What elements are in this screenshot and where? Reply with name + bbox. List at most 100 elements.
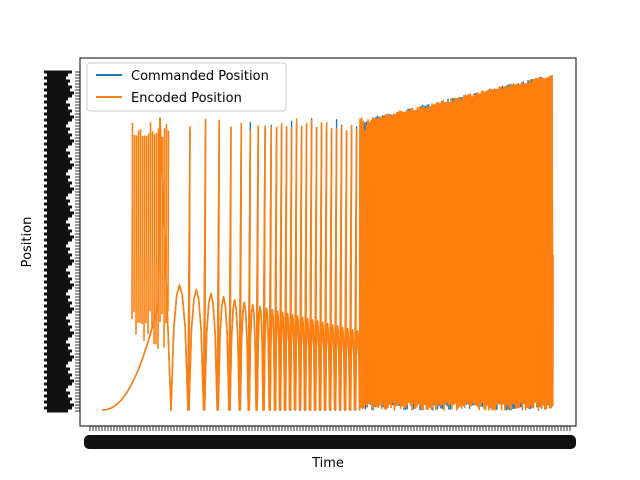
y-tick-label bbox=[47, 151, 70, 155]
y-tick-label bbox=[47, 139, 74, 143]
y-tick-label bbox=[47, 247, 70, 251]
y-tick-label bbox=[47, 253, 72, 257]
y-tick-label bbox=[47, 283, 74, 287]
legend-label-commanded: Commanded Position bbox=[131, 69, 269, 84]
y-tick-label bbox=[44, 178, 68, 182]
y-tick-label bbox=[44, 76, 66, 80]
legend-label-encoded: Encoded Position bbox=[131, 91, 242, 106]
y-tick-label bbox=[44, 280, 70, 284]
y-tick-label bbox=[44, 220, 66, 224]
plot-frame bbox=[79, 57, 577, 427]
y-tick-label bbox=[44, 94, 72, 98]
y-tick-label bbox=[47, 205, 72, 209]
y-tick-label bbox=[44, 406, 72, 410]
y-tick-label bbox=[47, 403, 74, 407]
y-tick-label bbox=[44, 202, 68, 206]
y-tick-label bbox=[44, 250, 68, 254]
y-tick-label bbox=[47, 385, 68, 389]
y-tick-label bbox=[44, 316, 66, 320]
y-tick-label bbox=[47, 79, 70, 83]
y-axis-ticks bbox=[44, 70, 80, 413]
y-tick-label bbox=[44, 298, 68, 302]
y-tick-label bbox=[47, 241, 68, 245]
y-tick-label bbox=[47, 277, 72, 281]
y-tick-label bbox=[47, 127, 70, 131]
series-line-encoded bbox=[101, 74, 554, 411]
y-tick-label bbox=[47, 331, 74, 335]
y-tick-label bbox=[47, 97, 68, 101]
y-tick-label bbox=[47, 397, 72, 401]
y-tick-label bbox=[47, 91, 74, 95]
y-tick-label bbox=[47, 289, 68, 293]
y-tick-label bbox=[44, 388, 66, 392]
y-tick-label bbox=[47, 181, 72, 185]
y-tick-label bbox=[44, 232, 70, 236]
y-tick-label bbox=[44, 286, 72, 290]
x-axis-ticks bbox=[84, 426, 576, 449]
y-tick-label bbox=[47, 337, 68, 341]
y-tick-label bbox=[44, 166, 72, 170]
y-tick-label bbox=[44, 184, 70, 188]
y-tick-label bbox=[44, 190, 72, 194]
y-tick-label bbox=[44, 130, 68, 134]
y-tick-label bbox=[47, 349, 72, 353]
y-tick-label bbox=[44, 172, 66, 176]
y-tick-label bbox=[47, 235, 74, 239]
y-tick-label bbox=[47, 199, 70, 203]
y-tick-label bbox=[47, 301, 72, 305]
y-tick-label bbox=[44, 106, 68, 110]
y-tick-label bbox=[47, 409, 68, 413]
y-tick-label bbox=[47, 355, 74, 359]
y-tick-label bbox=[44, 112, 70, 116]
y-tick-label bbox=[44, 82, 68, 86]
y-tick-label bbox=[47, 295, 70, 299]
y-tick-label bbox=[44, 310, 72, 314]
y-tick-label bbox=[44, 346, 68, 350]
y-tick-label bbox=[44, 370, 68, 374]
y-tick-label bbox=[47, 319, 70, 323]
y-tick-label bbox=[47, 157, 72, 161]
y-tick-label bbox=[44, 244, 66, 248]
y-tick-label bbox=[44, 118, 72, 122]
y-tick-label bbox=[44, 100, 66, 104]
y-tick-label bbox=[44, 274, 68, 278]
y-tick-label bbox=[44, 214, 72, 218]
x-axis-label: Time bbox=[311, 456, 344, 471]
y-tick-label bbox=[44, 328, 70, 332]
y-tick-label bbox=[47, 313, 68, 317]
x-tick-labels bbox=[84, 435, 576, 449]
y-tick-label bbox=[47, 265, 68, 269]
y-tick-label bbox=[47, 163, 74, 167]
y-tick-label bbox=[47, 391, 70, 395]
y-tick-label bbox=[47, 271, 70, 275]
y-tick-label bbox=[47, 175, 70, 179]
y-tick-label bbox=[47, 211, 74, 215]
y-tick-label bbox=[47, 193, 68, 197]
y-tick-label bbox=[44, 358, 72, 362]
y-tick-label bbox=[47, 223, 70, 227]
y-tick-label bbox=[47, 307, 74, 311]
y-tick-label bbox=[44, 208, 70, 212]
y-tick-label bbox=[47, 229, 72, 233]
y-tick-label bbox=[47, 85, 72, 89]
y-tick-label bbox=[44, 148, 66, 152]
y-tick-label bbox=[47, 367, 70, 371]
y-tick-label bbox=[47, 361, 68, 365]
y-tick-label bbox=[47, 169, 68, 173]
y-tick-label bbox=[47, 115, 74, 119]
y-tick-label bbox=[44, 88, 70, 92]
legend-box bbox=[86, 62, 287, 112]
y-tick-label bbox=[47, 343, 70, 347]
y-tick-label bbox=[44, 382, 72, 386]
y-tick-label bbox=[47, 373, 72, 377]
y-tick-label bbox=[44, 292, 66, 296]
y-tick-label bbox=[44, 196, 66, 200]
y-tick-label bbox=[47, 259, 74, 263]
y-tick-label bbox=[44, 142, 72, 146]
y-tick-label bbox=[44, 124, 66, 128]
y-tick-label bbox=[44, 268, 66, 272]
y-tick-label bbox=[47, 217, 68, 221]
y-tick-label bbox=[44, 238, 72, 242]
y-tick-label bbox=[44, 394, 68, 398]
